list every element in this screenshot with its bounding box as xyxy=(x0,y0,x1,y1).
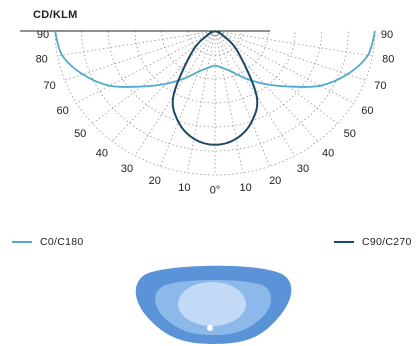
grid-spoke xyxy=(214,30,244,173)
grid-spoke xyxy=(92,30,216,124)
angle-label: 20 xyxy=(269,175,281,187)
angle-label: 90 xyxy=(381,29,393,41)
legend-swatch xyxy=(12,241,32,243)
legend-label: C90/C270 xyxy=(362,236,412,248)
grid-spoke xyxy=(214,30,338,124)
angle-label: 0° xyxy=(210,184,221,196)
grid-spoke xyxy=(186,30,216,173)
grid-spoke xyxy=(76,30,216,104)
angle-label: 90 xyxy=(37,29,49,41)
grid-spoke xyxy=(57,30,216,57)
unit-label: CD/KLM xyxy=(33,9,78,21)
legend-label: C0/C180 xyxy=(40,236,84,248)
angle-label: 70 xyxy=(374,80,386,92)
grid-ring xyxy=(134,31,296,104)
beam-center-dot xyxy=(207,325,213,331)
angle-label: 60 xyxy=(56,105,68,117)
grid-spoke xyxy=(214,30,271,167)
series-line-c0-c180 xyxy=(54,30,376,88)
legend-item-c0-c180: C0/C180 xyxy=(12,236,84,248)
angle-label: 50 xyxy=(74,128,86,140)
angle-label: 20 xyxy=(149,175,161,187)
angle-label: 80 xyxy=(36,54,48,66)
angle-label: 50 xyxy=(344,128,356,140)
angle-label: 10 xyxy=(239,182,251,194)
grid-spoke xyxy=(134,30,216,156)
beam-inner-zone xyxy=(178,282,246,326)
grid-spoke xyxy=(214,30,373,57)
angle-label: 40 xyxy=(322,147,334,159)
angle-label: 30 xyxy=(121,163,133,175)
angle-label: 40 xyxy=(96,147,108,159)
beam-shape-illustration xyxy=(135,265,292,344)
legend-item-c90-c270: C90/C270 xyxy=(334,236,412,248)
polar-grid xyxy=(54,30,376,176)
grid-spoke xyxy=(159,30,216,167)
legend-swatch xyxy=(334,241,354,243)
grid-spoke xyxy=(111,30,216,142)
grid-ring xyxy=(187,31,243,56)
angle-label: 10 xyxy=(178,182,190,194)
grid-spoke xyxy=(214,30,296,156)
series-line-c90-c270 xyxy=(171,30,259,146)
grid-spoke xyxy=(214,30,319,142)
angle-label: 60 xyxy=(361,105,373,117)
angle-label: 70 xyxy=(43,80,55,92)
angle-label: 30 xyxy=(297,163,309,175)
intensity-curves xyxy=(54,30,376,146)
angle-labels: 90 80 70 60 50 40 30 20 10 0° 10 20 30 40 50 60 70 80 90 xyxy=(36,29,395,196)
angle-label: 80 xyxy=(382,54,394,66)
